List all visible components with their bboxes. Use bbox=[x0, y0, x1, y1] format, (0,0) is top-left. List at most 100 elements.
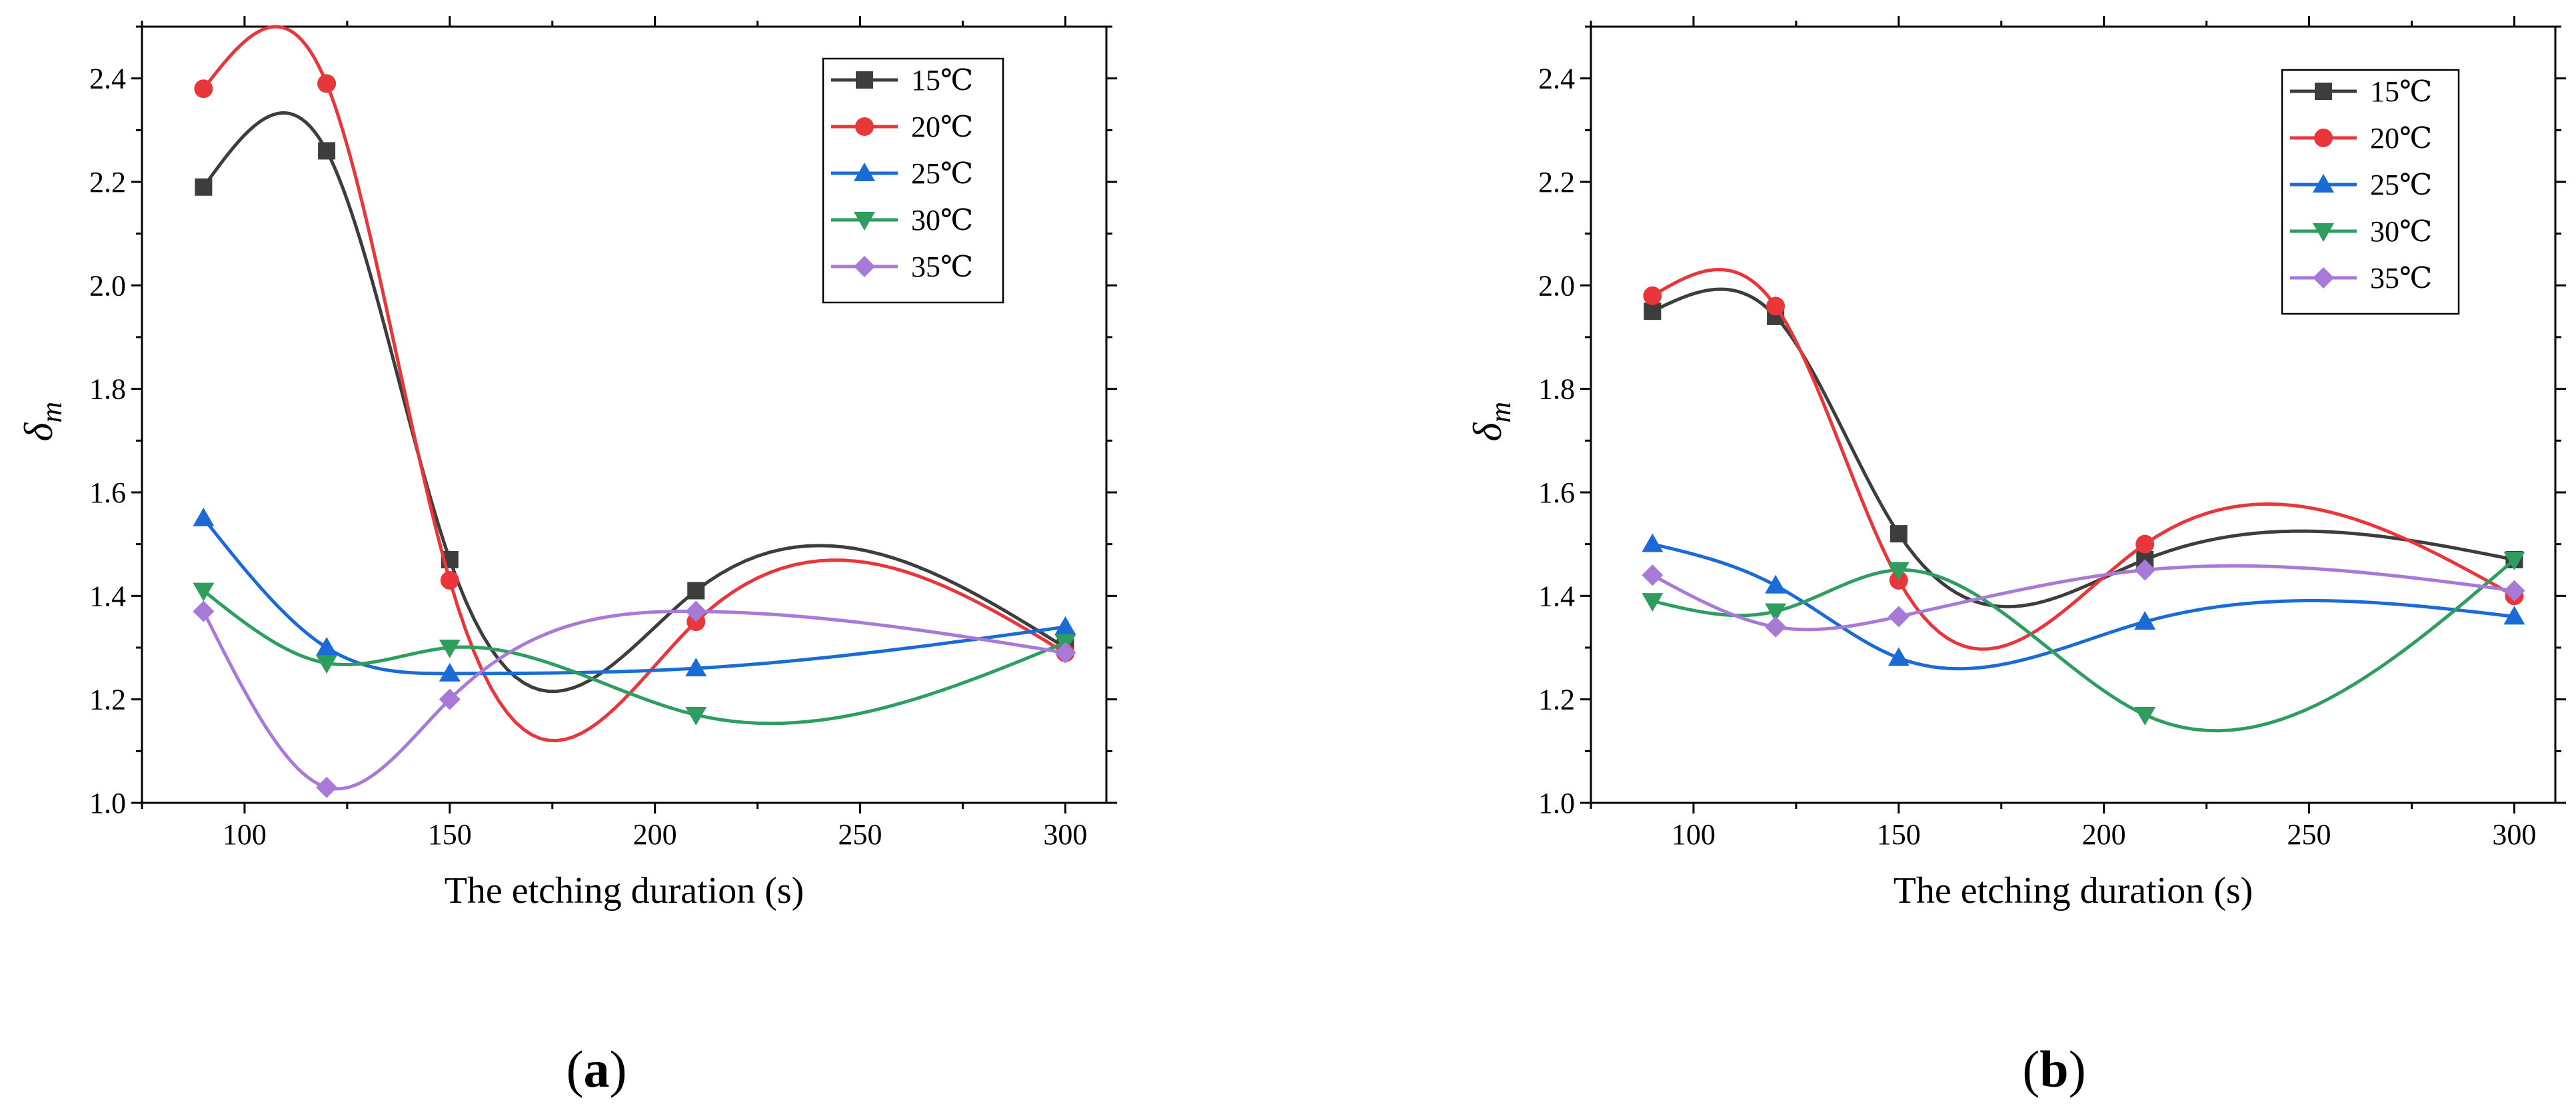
series-b-0 bbox=[1644, 287, 2523, 609]
data-point bbox=[2134, 611, 2156, 630]
legend-a: 15℃ 20℃ 25℃ 30℃ 35℃ bbox=[822, 57, 1004, 304]
data-point bbox=[439, 662, 461, 682]
data-point bbox=[1765, 603, 1787, 622]
data-point bbox=[1054, 616, 1076, 635]
y-tick-label: 1.4 bbox=[1538, 580, 1575, 612]
data-point bbox=[439, 688, 461, 710]
legend-marker bbox=[2315, 83, 2332, 100]
data-point bbox=[195, 178, 213, 196]
plot-frame bbox=[1590, 25, 2557, 804]
legend-marker bbox=[854, 256, 875, 277]
data-point bbox=[685, 706, 707, 726]
data-point bbox=[1888, 647, 1910, 666]
x-tick-label: 250 bbox=[2287, 818, 2331, 851]
data-point bbox=[439, 640, 461, 658]
legend-marker bbox=[854, 212, 875, 231]
x-tick-label: 300 bbox=[2492, 818, 2536, 851]
y-tick-label: 2.2 bbox=[89, 166, 126, 199]
x-tick-label: 100 bbox=[1672, 818, 1716, 851]
x-tick-label: 150 bbox=[428, 818, 472, 851]
y-tick-label: 2.4 bbox=[89, 63, 126, 95]
legend-box bbox=[822, 57, 1004, 304]
legend-entry: 15℃ bbox=[911, 64, 973, 97]
chart-panel-b: 100 150 200 250 300 1.0 1.2 1.4 1.6 1.8 2.0 2.2 2.4 T… bbox=[1288, 0, 2576, 1114]
data-point bbox=[1765, 616, 1787, 638]
x-tick-label: 150 bbox=[1877, 818, 1921, 851]
data-point bbox=[1888, 606, 1910, 628]
data-point bbox=[193, 582, 215, 602]
y-tick-label: 1.6 bbox=[89, 476, 126, 509]
legend-entry: 20℃ bbox=[2370, 122, 2432, 155]
x-axis-label: The etching duration (s) bbox=[1894, 870, 2253, 911]
data-point bbox=[316, 776, 338, 798]
y-tick-label: 1.2 bbox=[1538, 684, 1575, 716]
data-point bbox=[687, 582, 705, 600]
legend-entry: 15℃ bbox=[2370, 75, 2432, 108]
y-tick-label: 1.8 bbox=[1538, 373, 1575, 406]
legend-entry: 25℃ bbox=[2370, 169, 2432, 201]
legend-marker bbox=[2313, 267, 2334, 288]
y-tick-label: 1.2 bbox=[89, 684, 126, 716]
plot-frame bbox=[141, 25, 1108, 804]
data-point bbox=[193, 507, 215, 526]
y-tick-label: 1.0 bbox=[89, 787, 126, 820]
y-axis-label: δm bbox=[17, 402, 68, 442]
data-point bbox=[1765, 574, 1787, 594]
data-point bbox=[1888, 562, 1910, 581]
data-point bbox=[440, 571, 459, 590]
data-point bbox=[1054, 642, 1076, 664]
y-tick-label: 1.6 bbox=[1538, 476, 1575, 509]
x-tick-label: 100 bbox=[223, 818, 267, 851]
x-axis-label: The etching duration (s) bbox=[445, 870, 804, 911]
legend-entry: 30℃ bbox=[911, 204, 973, 237]
legend-entry: 25℃ bbox=[911, 157, 973, 190]
x-tick-label: 200 bbox=[633, 818, 677, 851]
data-point bbox=[2135, 534, 2155, 554]
data-point bbox=[2503, 580, 2525, 602]
data-point bbox=[317, 74, 337, 93]
legend-marker bbox=[2313, 174, 2334, 193]
legend-b: 15℃ 20℃ 25℃ 30℃ 35℃ bbox=[2281, 69, 2460, 315]
data-point bbox=[2134, 559, 2156, 581]
chart-a: 100 150 200 250 300 1.0 1.2 1.4 1.6 1.8 2.0 2.2 2.4 T… bbox=[17, 16, 1117, 911]
legend-marker bbox=[2313, 223, 2334, 242]
y-tick-label: 1.4 bbox=[89, 580, 126, 612]
data-point bbox=[1766, 296, 1786, 316]
series-line bbox=[1652, 564, 2515, 632]
legend-entry: 20℃ bbox=[911, 111, 973, 143]
y-tick-label: 2.2 bbox=[1538, 166, 1575, 199]
data-point bbox=[193, 600, 215, 622]
x-tick-label: 250 bbox=[838, 818, 882, 851]
legend-marker bbox=[855, 117, 874, 136]
data-point bbox=[1643, 286, 1662, 305]
y-tick-label: 1.0 bbox=[1538, 787, 1575, 820]
series-b-2 bbox=[1642, 533, 2525, 671]
data-point bbox=[1642, 564, 1664, 586]
series-line bbox=[1652, 287, 2515, 609]
series-a-2 bbox=[193, 507, 1076, 682]
data-point bbox=[685, 600, 707, 622]
data-point bbox=[1642, 533, 1664, 552]
axes-a: 100 150 200 250 300 1.0 1.2 1.4 1.6 1.8 2.0 2.2 2.4 T… bbox=[17, 16, 1117, 911]
legend-entry: 35℃ bbox=[911, 251, 973, 283]
data-point bbox=[316, 655, 338, 674]
data-point bbox=[2503, 606, 2525, 625]
chart-panel-a: 100 150 200 250 300 1.0 1.2 1.4 1.6 1.8 2.0 2.2 2.4 T… bbox=[17, 16, 1117, 1098]
legend-entry: 35℃ bbox=[2370, 262, 2432, 294]
series-line bbox=[202, 610, 1066, 791]
y-tick-label: 2.0 bbox=[89, 269, 126, 302]
series-b-4 bbox=[1642, 559, 2525, 638]
data-point bbox=[1642, 593, 1664, 612]
data-point bbox=[194, 79, 213, 99]
data-point bbox=[1890, 525, 1908, 543]
y-tick-label: 2.4 bbox=[1538, 63, 1575, 95]
legend-marker bbox=[854, 163, 875, 181]
y-axis-label: δm bbox=[1466, 402, 1517, 442]
y-tick-label: 2.0 bbox=[1538, 269, 1575, 302]
data-point bbox=[685, 658, 707, 677]
x-tick-label: 200 bbox=[2082, 818, 2126, 851]
caption-a: (a) bbox=[566, 1040, 627, 1098]
caption-b: (b) bbox=[2022, 1040, 2086, 1098]
data-point bbox=[1644, 302, 1662, 320]
y-tick-label: 1.8 bbox=[89, 373, 126, 406]
